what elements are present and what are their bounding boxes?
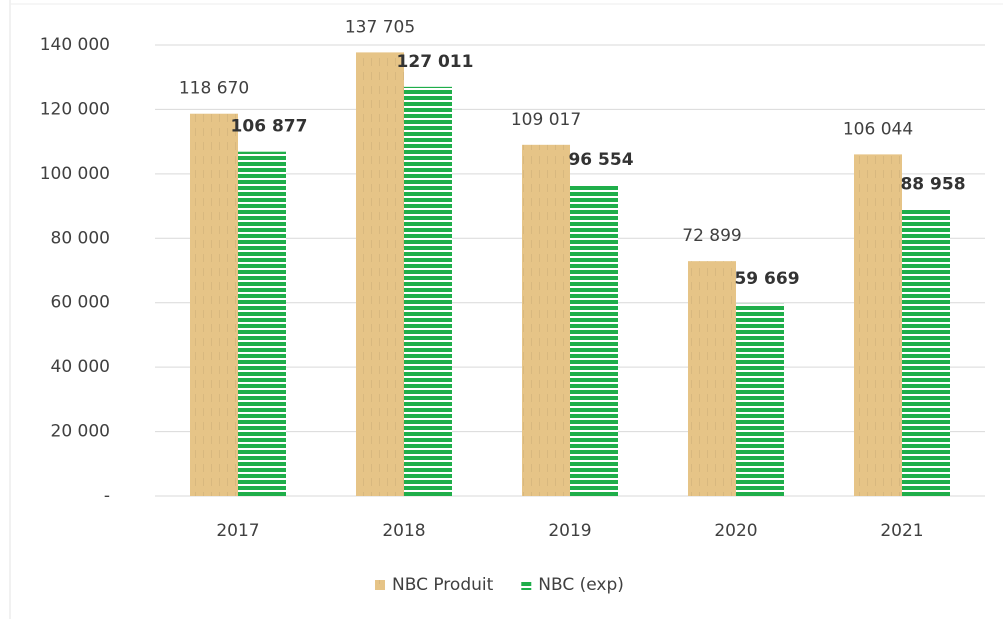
bar	[356, 52, 404, 496]
y-tick-label: 120 000	[40, 99, 110, 119]
data-label: 109 017	[511, 110, 581, 130]
bar	[190, 113, 238, 496]
x-tick-label: 2020	[714, 521, 757, 541]
bar	[238, 151, 286, 497]
legend-label: NBC Produit	[392, 575, 494, 595]
y-tick-label: 100 000	[40, 164, 110, 184]
x-tick-label: 2021	[880, 521, 923, 541]
x-tick-label: 2018	[382, 521, 425, 541]
y-tick-label: -	[104, 486, 110, 506]
bar	[404, 86, 452, 496]
data-label: 106 044	[843, 119, 913, 139]
bar	[522, 144, 570, 497]
bar	[902, 209, 950, 496]
y-tick-label: 40 000	[51, 357, 110, 377]
y-tick-label: 20 000	[51, 422, 110, 442]
data-label: 59 669	[734, 269, 799, 289]
data-label: 137 705	[345, 17, 415, 37]
data-label: 118 670	[179, 79, 249, 99]
data-label: 127 011	[397, 52, 474, 72]
y-tick-label: 80 000	[51, 228, 110, 248]
data-label: 72 899	[682, 226, 741, 246]
legend-label: NBC (exp)	[538, 575, 624, 595]
bar	[688, 261, 736, 496]
x-tick-label: 2019	[548, 521, 591, 541]
legend-swatch	[521, 580, 532, 590]
data-label: 106 877	[231, 117, 308, 137]
data-label: 88 958	[900, 174, 965, 194]
y-tick-label: 140 000	[40, 35, 110, 55]
x-tick-label: 2017	[216, 521, 259, 541]
data-label: 96 554	[568, 150, 633, 170]
y-tick-label: 60 000	[51, 293, 110, 313]
bar	[854, 154, 902, 496]
legend-swatch	[375, 580, 385, 590]
bar	[570, 184, 618, 496]
bar	[736, 303, 784, 496]
